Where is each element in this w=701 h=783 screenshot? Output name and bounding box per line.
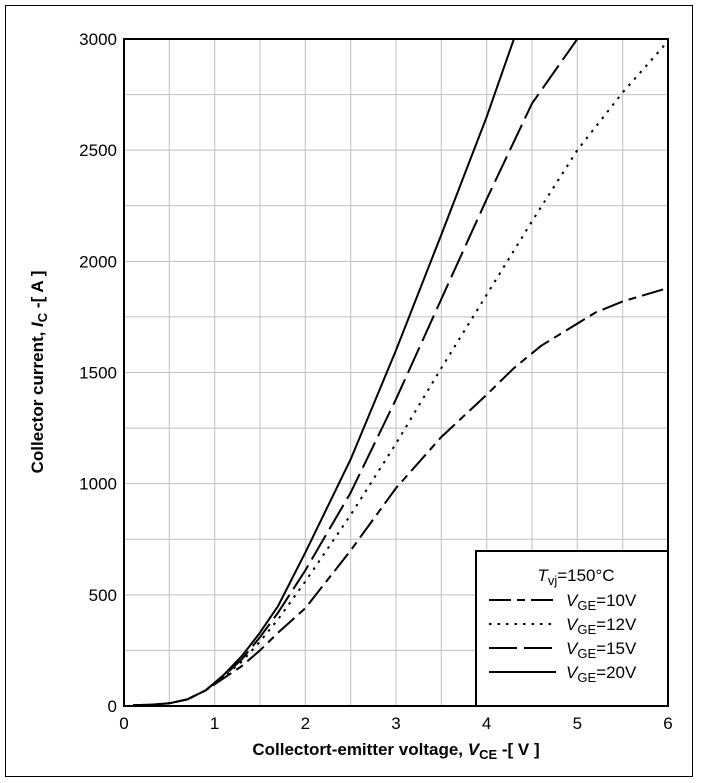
x-tick-label: 5 <box>573 714 582 733</box>
legend-label: VGE=15V <box>566 639 637 661</box>
series-lines <box>133 39 668 706</box>
y-tick-labels: 0 500 1000 1500 2000 2500 3000 <box>79 30 117 716</box>
y-axis-title: Collector current, IC -[ A ] <box>28 271 50 474</box>
y-tick-label: 3000 <box>79 30 117 49</box>
x-tick-label: 3 <box>391 714 400 733</box>
y-tick-label: 500 <box>89 586 117 605</box>
y-tick-label: 1500 <box>79 364 117 383</box>
x-tick-label: 2 <box>301 714 310 733</box>
legend-title: Tvj=150°C <box>537 566 614 588</box>
legend-box <box>475 550 669 707</box>
plot-area-border <box>123 38 669 707</box>
x-tick-label: 4 <box>482 714 491 733</box>
y-tick-label: 1000 <box>79 475 117 494</box>
x-tick-label: 1 <box>210 714 219 733</box>
x-tick-label: 0 <box>119 714 128 733</box>
series-line-vge-20v <box>133 39 515 706</box>
y-tick-label: 0 <box>108 697 117 716</box>
y-tick-label: 2000 <box>79 252 117 271</box>
x-tick-label: 6 <box>663 714 672 733</box>
x-tick-labels: 0 1 2 3 4 5 6 <box>119 714 672 733</box>
legend-label: VGE=12V <box>566 615 637 637</box>
chart-frame <box>5 5 693 777</box>
legend-label: VGE=10V <box>566 591 637 613</box>
legend-label: VGE=20V <box>566 663 637 685</box>
x-axis-title: Collectort-emitter voltage, VCE -[ V ] <box>252 740 539 762</box>
y-tick-label: 2500 <box>79 141 117 160</box>
